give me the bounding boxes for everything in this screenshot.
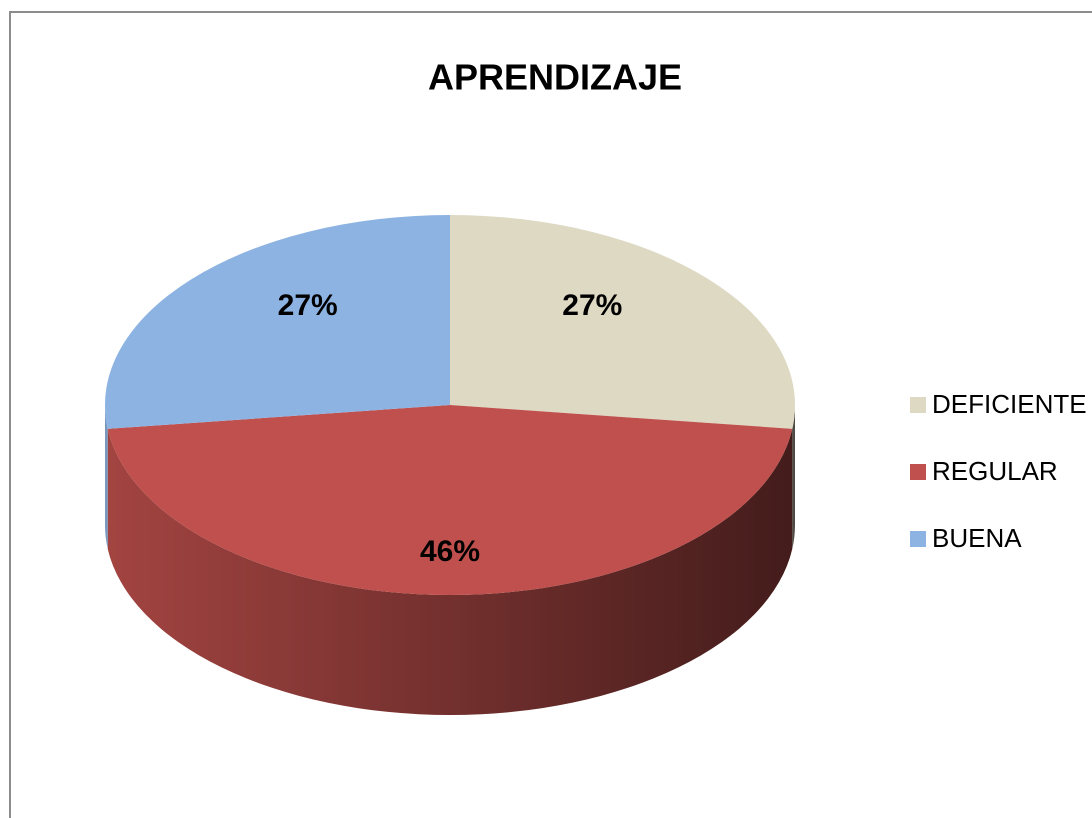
pie-slice xyxy=(107,405,793,596)
data-label: 27% xyxy=(278,289,338,322)
pie-side xyxy=(105,405,108,549)
legend-label: REGULAR xyxy=(932,456,1058,486)
data-label: 27% xyxy=(562,289,622,322)
pie-side xyxy=(107,428,793,716)
pie-slice xyxy=(104,215,450,429)
chart-title: APRENDIZAJE xyxy=(428,57,682,98)
legend-swatch xyxy=(910,397,926,413)
pie-side xyxy=(792,405,795,549)
data-label: 46% xyxy=(420,535,480,568)
legend-label: DEFICIENTE xyxy=(932,389,1087,419)
legend-label: BUENA xyxy=(932,523,1022,553)
pie-slice xyxy=(450,215,796,429)
legend-swatch xyxy=(910,464,926,480)
legend-swatch xyxy=(910,531,926,547)
